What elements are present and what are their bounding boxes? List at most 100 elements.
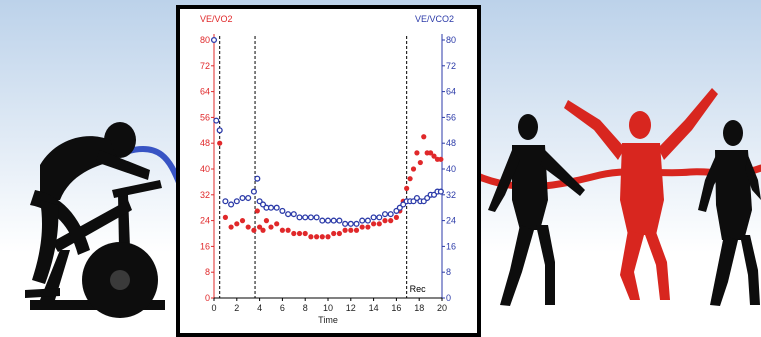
ve-vco2-point [381,211,389,218]
ve-vco2-point [222,198,229,205]
ve-vo2-point [319,234,325,240]
left-y-tick-label: 8 [205,267,210,277]
ve-vo2-point [302,230,308,237]
ve-vo2-point [365,224,371,230]
ve-vo2-point [348,227,354,233]
ve-vo2-point [291,230,297,237]
x-tick-label: 20 [437,303,447,313]
left-y-axis-label: VE/VO2 [200,14,233,24]
ve-vo2-point [410,166,417,172]
x-tick-label: 12 [346,303,356,313]
ve-vco2-point [324,217,332,224]
right-y-tick-label: 72 [446,61,456,71]
ve-vo2-point [260,227,266,233]
left-y-tick-label: 16 [200,241,210,251]
ve-vo2-point [376,221,382,227]
ve-vco2-point [319,217,326,224]
ve-vco2-point [296,214,303,221]
x-tick-label: 6 [280,303,285,313]
ve-vo2-point [239,218,246,224]
x-axis-label: Time [318,315,338,325]
ve-vco2-point [233,198,240,205]
ve-vco2-point [370,214,377,221]
runner-silhouette-left-icon [488,114,585,306]
x-tick-label: 8 [303,303,308,313]
ve-vco2-point [273,204,280,211]
right-y-tick-label: 40 [446,164,456,174]
ve-vco2-point [307,214,314,221]
stationary-bike-rider-silhouette-icon [25,122,165,318]
right-y-tick-label: 80 [446,35,456,45]
right-y-tick-label: 16 [446,241,456,251]
winning-runner-silhouette-icon [564,88,718,300]
ve-vco2-point [364,217,371,224]
ve-vo2-point [296,230,303,237]
ve-vo2-point [257,224,263,230]
ve-vo2-point [263,218,270,224]
ve-vo2-point [431,153,437,159]
ve-vo2-point [421,134,427,140]
right-y-axis-label: VE/VCO2 [415,14,454,24]
ve-vo2-point [222,214,228,220]
ve-vo2-point [371,221,377,227]
ve-vco2-point [347,220,354,227]
left-y-tick-label: 80 [200,35,210,45]
ve-vo2-point [359,224,365,230]
ve-vco2-point [245,194,252,202]
ve-vo2-point [245,224,251,230]
left-y-tick-label: 64 [200,87,210,97]
ve-vo2-point [342,227,348,233]
ve-vco2-point [330,217,337,224]
ve-vco2-point [285,211,292,218]
ve-vco2-point [376,214,383,221]
x-tick-label: 0 [211,303,216,313]
right-y-tick-label: 32 [446,190,456,200]
ve-vco2-point [250,188,257,195]
ve-vco2-point [213,117,220,124]
x-tick-label: 18 [414,303,424,313]
chart-frame [176,5,481,337]
ve-vco2-point [387,211,394,218]
ve-vco2-point [336,217,343,224]
left-y-tick-label: 0 [205,293,210,303]
right-y-tick-label: 24 [446,216,456,226]
right-y-tick-label: 8 [446,267,451,277]
ve-vo2-point [308,234,314,240]
ve-vo2-point [382,218,388,224]
left-y-tick-label: 40 [200,164,210,174]
right-y-tick-label: 56 [446,112,456,122]
ve-vo2-point [217,140,223,146]
ve-vo2-point [251,227,257,233]
rec-annotation: Rec [410,284,427,294]
ve-vo2-point [314,234,320,240]
right-y-tick-label: 48 [446,138,456,148]
ve-vco2-point [342,220,349,227]
ve-vo2-point [414,150,420,156]
chart-panel: 0816243240485664728008162432404856647280… [176,5,481,337]
ve-vco2-point [437,188,444,195]
ve-vo2-point [254,208,260,214]
ve-vo2-point [336,230,342,237]
ve-vco2-point [216,127,223,134]
runner-silhouette-right-icon [698,120,761,306]
left-y-tick-label: 32 [200,190,210,200]
ve-vo2-point [285,227,291,233]
x-tick-label: 4 [257,303,262,313]
ve-vo2-point [428,150,434,156]
ve-vco2-point [279,207,286,214]
x-tick-label: 2 [234,303,239,313]
left-y-tick-label: 48 [200,138,210,148]
ve-vco2-point [302,214,309,221]
ve-vco2-point [313,214,320,221]
ve-vo2-point [417,159,423,166]
left-y-tick-label: 72 [200,61,210,71]
x-tick-label: 10 [323,303,333,313]
ve-vo2-point [234,221,240,227]
right-y-tick-label: 0 [446,293,451,303]
ve-vo2-point [407,176,413,182]
ve-vo2-point [331,230,337,237]
ve-vco2-point [359,217,366,224]
ve-vco2-point [254,175,261,182]
ve-vo2-point [388,218,394,224]
